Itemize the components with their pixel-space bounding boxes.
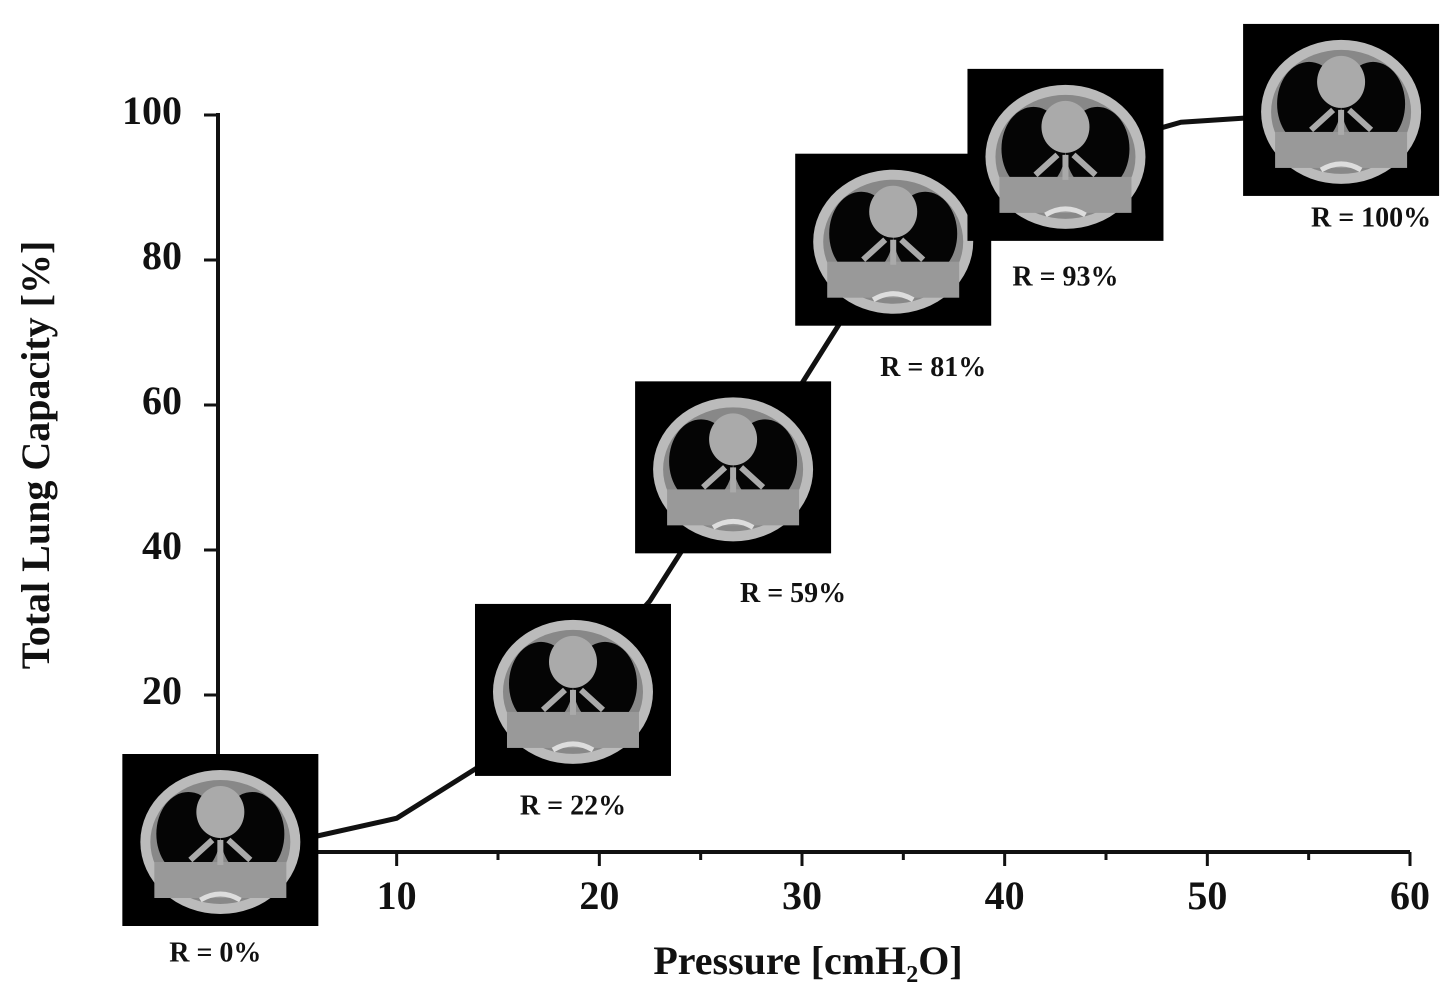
y-tick-label: 20	[142, 668, 182, 713]
ct-image	[795, 154, 991, 326]
y-tick-label: 60	[142, 378, 182, 423]
y-tick-label: 100	[122, 88, 182, 133]
x-axis-label: Pressure [cmH₂O]	[653, 938, 962, 983]
x-tick-label: 60	[1390, 873, 1430, 918]
x-tick-label: 50	[1187, 873, 1227, 918]
ct-image	[122, 754, 318, 926]
x-tick-label: 10	[377, 873, 417, 918]
ct-image	[635, 381, 831, 553]
annotation: R = 81%	[880, 352, 986, 383]
x-tick-label: 30	[782, 873, 822, 918]
x-tick-label: 40	[985, 873, 1025, 918]
annotation: R = 0%	[169, 937, 261, 968]
annotation: R = 59%	[740, 578, 846, 609]
chart: Total Lung Capacity [%] Pressure [cmH₂O]…	[0, 0, 1445, 990]
y-axis-label: Total Lung Capacity [%]	[13, 241, 58, 670]
annotation: R = 22%	[520, 790, 626, 821]
y-tick-label: 80	[142, 233, 182, 278]
y-tick-label: 40	[142, 523, 182, 568]
ct-image	[967, 69, 1163, 241]
annotation: R = 93%	[1012, 261, 1118, 292]
ct-image	[475, 604, 671, 776]
x-tick-label: 20	[579, 873, 619, 918]
ct-image	[1243, 24, 1439, 196]
annotation: R = 100%	[1311, 202, 1431, 233]
